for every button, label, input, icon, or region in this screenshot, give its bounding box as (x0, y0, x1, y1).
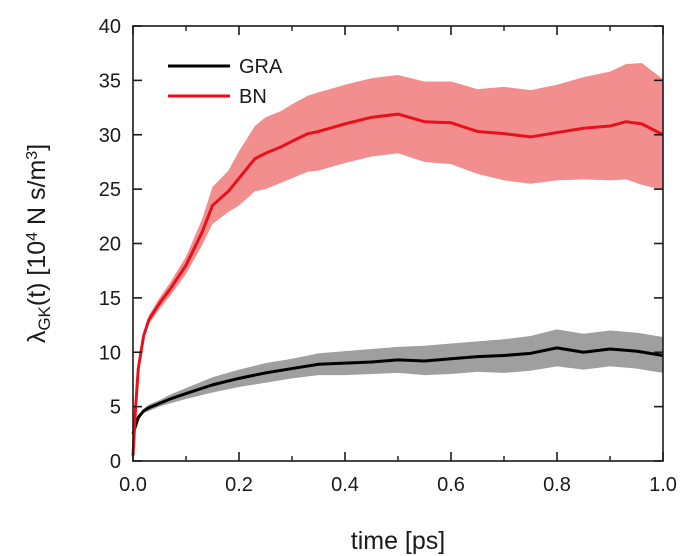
y-tick-label: 40 (99, 16, 121, 38)
axis-ticks: 0.0 0.2 0.4 0.6 0.8 1.0 0 5 10 15 20 25 30 35 40 (99, 16, 677, 496)
y-tick-label: 25 (99, 179, 121, 201)
x-tick-label: 0.4 (331, 474, 359, 496)
y-tick-label: 30 (99, 125, 121, 147)
bn-series-line (131, 112, 664, 456)
x-tick-label: 1.0 (649, 474, 677, 496)
y-axis-symbol-subscript: GK (35, 305, 54, 330)
x-tick-label: 0.8 (543, 474, 571, 496)
series-lines (131, 112, 664, 456)
y-tick-label: 10 (99, 342, 121, 364)
bn-confidence-band (133, 62, 663, 456)
y-axis-symbol: λ (23, 330, 51, 343)
legend-label-gra: GRA (239, 56, 283, 78)
y-tick-label: 5 (110, 397, 121, 419)
y-tick-label: 20 (99, 234, 121, 256)
y-axis-exponent: 4 (24, 232, 41, 241)
y-axis-main: (t) [10 (23, 241, 51, 306)
y-axis-title: λGK(t) [104 N s/m3] (23, 144, 54, 343)
legend-label-bn: BN (239, 86, 267, 108)
x-axis-title: time [ps] (351, 527, 445, 555)
x-tick-label: 0.6 (437, 474, 465, 496)
y-tick-label: 15 (99, 288, 121, 310)
y-tick-label: 0 (110, 451, 121, 473)
legend: GRA BN (168, 56, 283, 108)
y-axis-close: ] (23, 144, 51, 151)
gra-confidence-band (133, 329, 663, 436)
confidence-bands (133, 62, 663, 456)
y-axis-unit-exponent: 3 (24, 151, 41, 160)
gra-series-line (131, 346, 664, 435)
x-tick-label: 0.2 (225, 474, 253, 496)
x-tick-label: 0.0 (119, 474, 147, 496)
y-tick-label: 35 (99, 70, 121, 92)
y-axis-unit: N s/m (23, 160, 51, 232)
